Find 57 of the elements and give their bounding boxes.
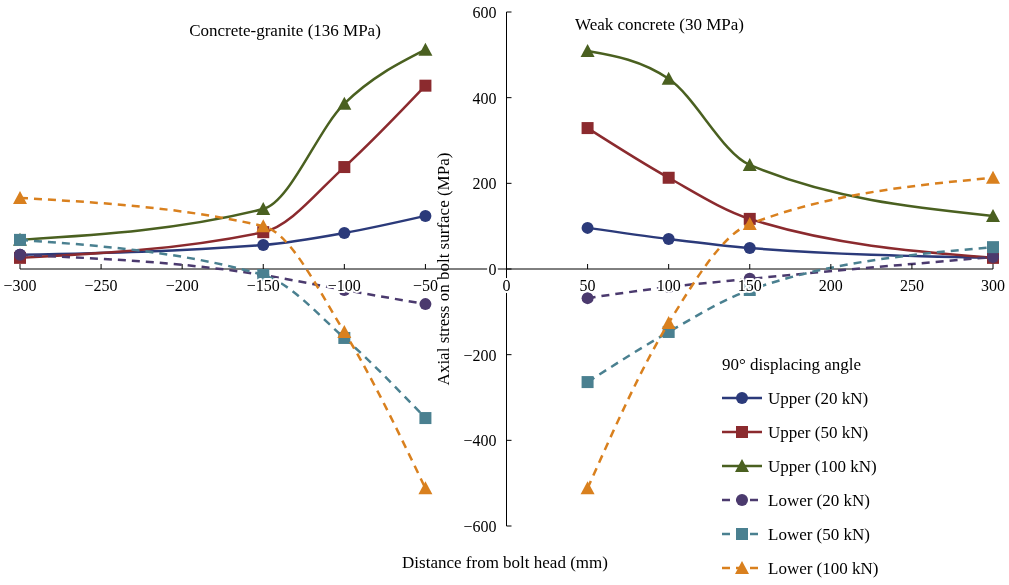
point (742, 157, 757, 171)
y-tick-label: 200 (472, 175, 497, 193)
point (580, 43, 595, 57)
point (337, 96, 352, 110)
point (13, 190, 27, 204)
point (581, 376, 594, 389)
point (661, 315, 676, 329)
x-tick-label: −300 (3, 277, 37, 294)
y-tick-label: −400 (463, 432, 497, 450)
point (256, 202, 271, 216)
point (338, 227, 351, 240)
x-tick-label: −150 (246, 277, 280, 294)
y-tick-label: 0 (488, 261, 497, 278)
point (419, 412, 432, 425)
x-tick-label: 50 (579, 277, 596, 294)
annotation: Concrete-granite (136 MPa) (189, 21, 381, 40)
x-tick-label: −200 (165, 277, 199, 294)
point (257, 239, 270, 252)
legend-label: Lower (50 kN) (768, 525, 870, 544)
point (662, 171, 675, 184)
point (338, 161, 351, 174)
point (581, 292, 594, 305)
point (661, 71, 676, 85)
y-tick-label: 400 (472, 89, 497, 107)
point (256, 219, 271, 233)
point (418, 42, 433, 56)
legend-title: 90° displacing angle (722, 355, 861, 374)
point (419, 79, 432, 92)
x-tick-label: −50 (412, 277, 438, 294)
point (419, 209, 432, 222)
y-tick-label: −200 (463, 346, 497, 364)
point (987, 241, 999, 254)
legend-label: Upper (100 kN) (768, 457, 877, 476)
legend-label: Upper (20 kN) (768, 389, 869, 408)
x-tick-label: −100 (327, 277, 361, 294)
x-tick-label: 250 (899, 277, 924, 294)
point (419, 298, 432, 311)
point (662, 233, 675, 246)
point (580, 481, 595, 495)
y-tick-label: −600 (463, 518, 497, 535)
point (743, 242, 756, 255)
point (418, 481, 433, 495)
point (986, 170, 1000, 184)
x-axis-title: Distance from bolt head (mm) (402, 553, 608, 572)
point (986, 208, 1000, 222)
legend-label: Lower (100 kN) (768, 559, 879, 578)
point (337, 324, 352, 338)
point (742, 217, 757, 231)
legend-label: Upper (50 kN) (768, 423, 869, 442)
x-tick-label: −250 (84, 277, 118, 294)
x-tick-label: 200 (818, 277, 843, 294)
legend-label: Lower (20 kN) (768, 491, 870, 510)
point (581, 221, 594, 234)
point (581, 122, 594, 135)
x-tick-label: 300 (981, 277, 1005, 294)
y-tick-label: 600 (472, 4, 497, 21)
annotation: Weak concrete (30 MPa) (575, 15, 745, 34)
